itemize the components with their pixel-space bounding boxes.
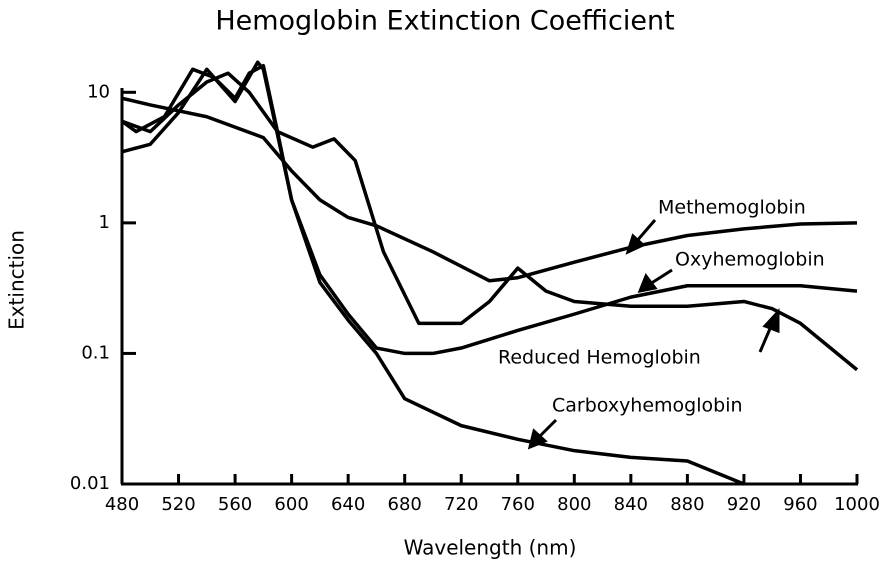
x-tick-label: 600 [274,494,308,515]
x-tick-label: 680 [388,494,422,515]
x-tick-label: 920 [727,494,761,515]
series-line [121,71,859,372]
x-tick-label: 480 [105,494,139,515]
x-tick-label: 840 [614,494,648,515]
arrow [536,418,558,440]
x-tick-label: 960 [783,494,817,515]
y-tick-label: 1 [99,212,110,233]
x-tick-label: 880 [670,494,704,515]
y-tick-label: 0.01 [70,473,110,494]
series-line [121,96,858,283]
series-label: Oxyhemoglobin [675,249,825,271]
x-tick-label: 760 [501,494,535,515]
series-label: Methemoglobin [658,197,806,219]
x-tick-label: 1000 [834,494,880,515]
arrow [634,219,657,243]
y-axis-label: Extinction [5,230,29,330]
y-tick-label: 0.1 [81,342,110,363]
arrow-head [637,272,658,294]
x-tick-label: 520 [161,494,195,515]
x-tick-label: 560 [218,494,252,515]
chart-title: Hemoglobin Extinction Coefficient [215,6,674,37]
x-tick-label: 800 [557,494,591,515]
arrow [649,268,673,286]
arrows [527,219,780,450]
x-tick-label: 720 [444,494,478,515]
series-label: Reduced Hemoglobin [498,347,701,369]
series-label: Carboxyhemoglobin [552,395,743,417]
x-tick-label: 640 [331,494,365,515]
series-line [120,63,745,486]
y-tick-label: 10 [87,81,110,102]
x-axis-label: Wavelength (nm) [404,536,577,560]
arrow-head [762,308,780,334]
